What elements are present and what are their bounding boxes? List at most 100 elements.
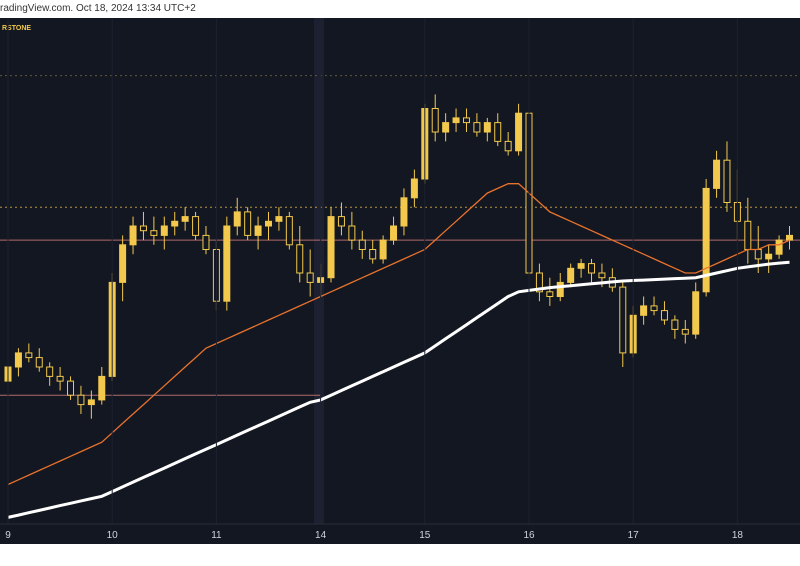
candle-body [494,122,502,142]
candle-body [98,375,106,401]
candle-body [358,239,366,251]
candle-body [348,225,356,241]
candle-body [640,305,648,316]
candle [723,141,731,212]
candle-body [692,291,700,335]
candle-body [660,310,668,321]
x-tick-label: 16 [523,530,535,541]
candle-body [233,211,241,227]
candle-body [473,122,481,133]
candle-body [296,244,304,274]
candle [577,258,585,278]
candle [431,94,439,142]
candle [327,207,335,283]
x-axis-band [0,524,800,544]
chart-background [0,18,800,544]
candle-body [379,239,387,260]
candle-body [775,239,783,255]
x-tick-label: 14 [315,530,327,541]
x-tick-label: 11 [211,530,222,541]
candle [442,113,450,142]
candle-body [67,380,75,396]
candle-body [181,216,189,222]
candle [546,277,554,306]
candle [535,263,543,302]
candle-body [254,225,262,236]
candle [713,150,721,198]
candle-body [275,216,283,222]
candle-body [369,249,377,260]
candle-body [14,352,22,368]
candle-body [535,272,543,293]
candle [619,282,627,367]
candle-body [46,366,54,377]
candle [119,235,127,302]
candle [660,301,668,325]
moving-average-lines [7,183,790,519]
candle-body [713,159,721,189]
candle-body [744,220,752,251]
candle-body [139,225,147,232]
short-moving-average-line [7,183,790,486]
candle [181,207,189,231]
candle [171,211,179,236]
x-tick-label: 18 [732,530,744,541]
candle [150,216,158,245]
candle-body [462,117,470,124]
candle [192,211,200,241]
candle-body [410,178,418,199]
candle [98,367,106,405]
candle-body [702,187,710,293]
candle [139,211,147,241]
candle-body [515,112,523,152]
candle-body [56,375,64,382]
candle [681,320,689,344]
candle [265,211,272,241]
candle-body [337,216,345,227]
candle [358,230,366,259]
candle [296,226,304,283]
candle [67,376,75,400]
candle [588,258,596,283]
candle-body [285,216,293,246]
candle [515,103,523,156]
candle-body [390,225,398,241]
long-moving-average-line [7,260,790,519]
candle [77,385,85,414]
candle-body [567,267,575,283]
candle [640,296,648,325]
candle-body [25,352,33,359]
candle-body [588,263,596,274]
candle [35,348,43,372]
x-tick-label: 17 [628,530,640,541]
x-tick-label: 15 [419,530,431,541]
candlestick-chart: RSTONE 9 10 11 14 15 16 17 18 [0,18,800,544]
candle-body [192,216,200,236]
candle [348,211,356,250]
candle [786,226,793,250]
chart-footer [0,544,800,566]
candle [244,207,252,241]
candle [160,216,168,250]
candle-body [765,253,773,260]
chart-header: radingView.com. Oct 18, 2024 13:34 UTC+2 [0,0,800,18]
candle-body [786,234,793,241]
candle [775,235,783,259]
candle-body [556,281,564,297]
candle [254,216,262,250]
candle [56,367,64,391]
candle-body [671,319,679,330]
candle-body [681,328,689,335]
candle [483,117,491,142]
chart-watermark: RSTONE [2,25,31,32]
candle [473,113,481,137]
candle-body [150,230,158,236]
candle-body [244,211,252,236]
candle [285,211,293,250]
candle [504,132,512,156]
candle-body [431,108,439,133]
candle-body [452,117,460,124]
x-axis: 9 10 11 14 15 16 17 18 [0,18,800,544]
candle-body [87,399,95,406]
candle [671,315,679,339]
